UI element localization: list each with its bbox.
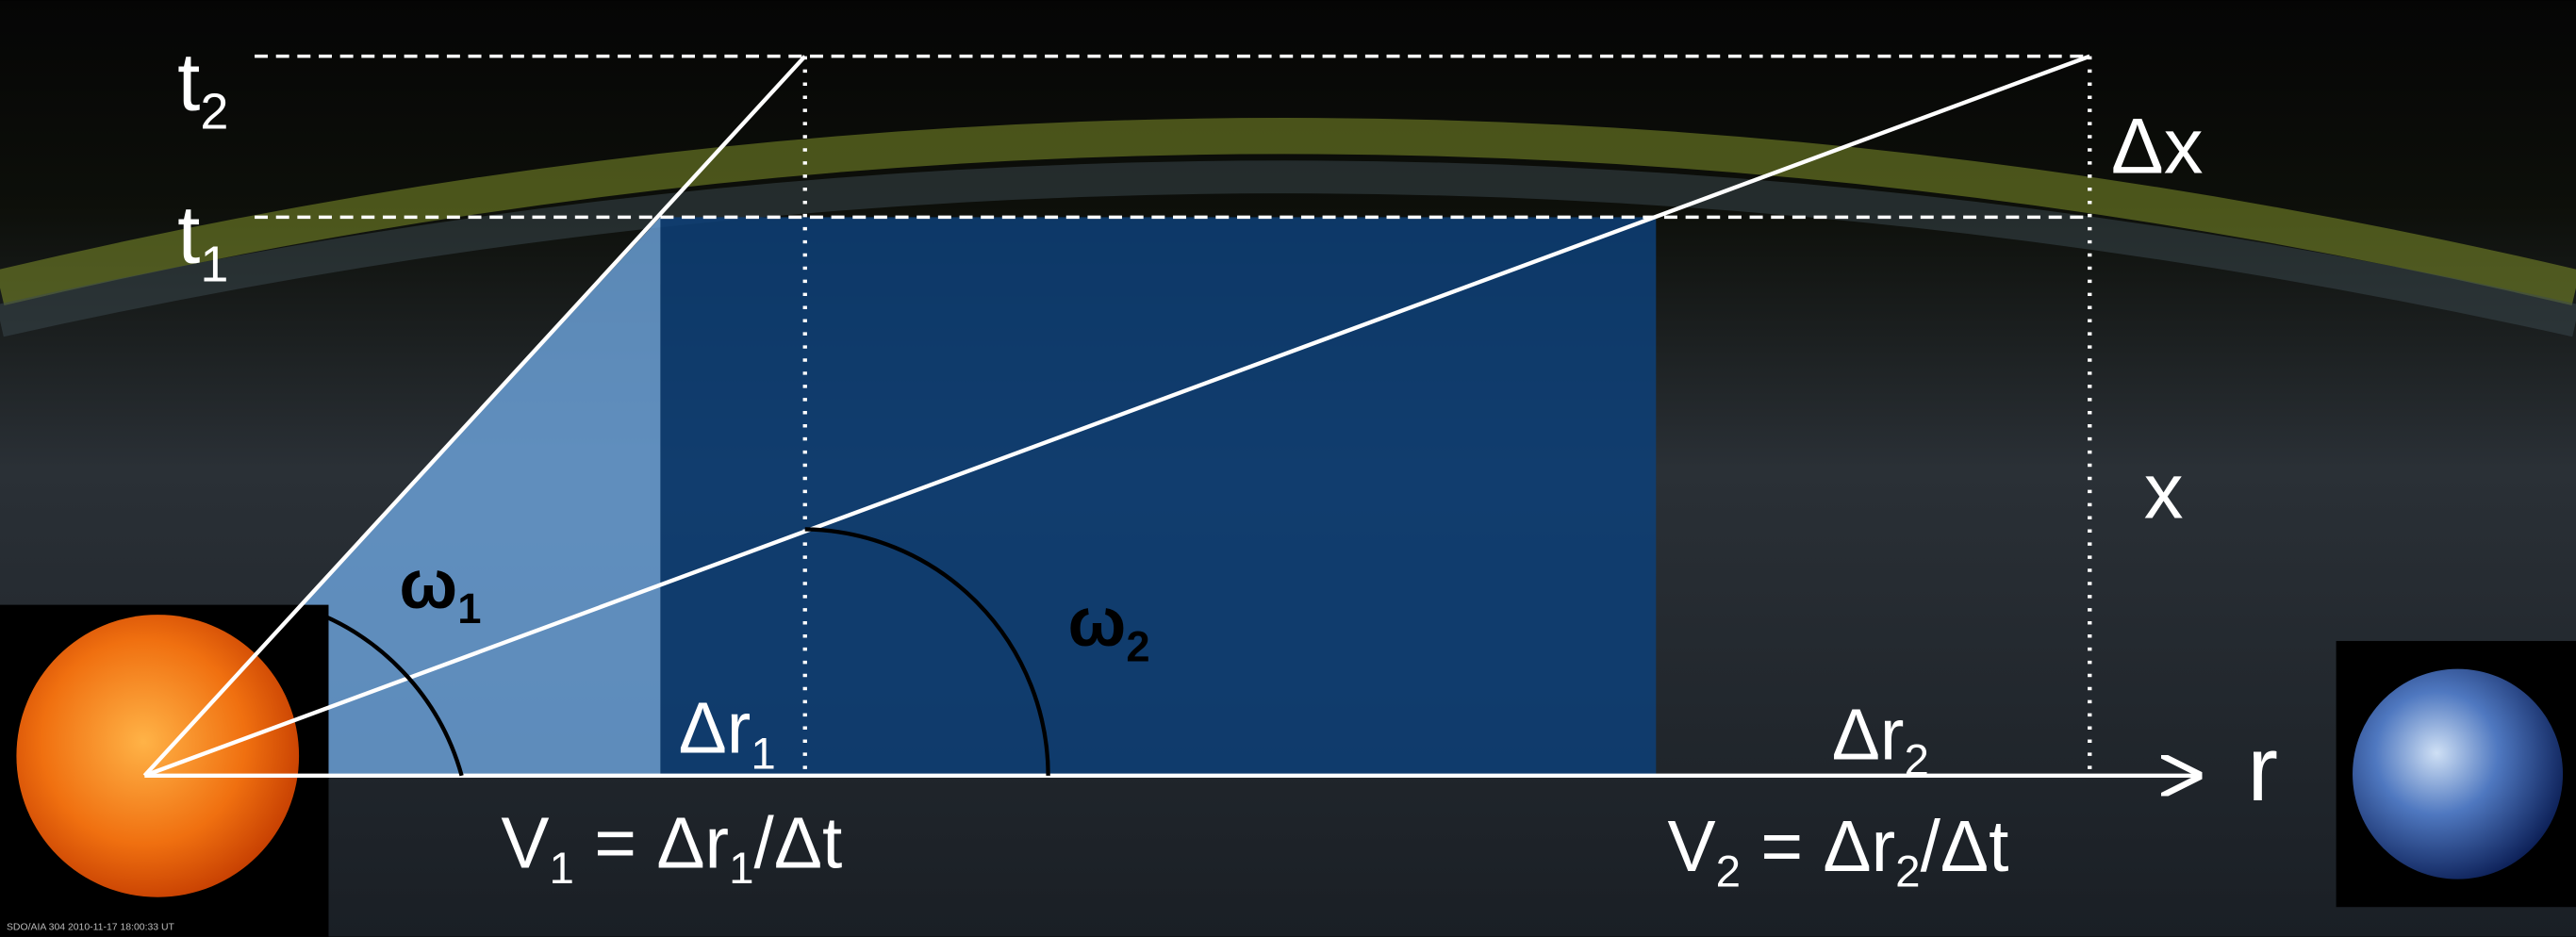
subscript: 2 bbox=[200, 83, 228, 140]
label-text: ω bbox=[1068, 584, 1127, 661]
label-text: V bbox=[1667, 807, 1715, 887]
sun bbox=[16, 615, 299, 897]
label-text: Δr bbox=[679, 688, 751, 768]
label-text: = Δr bbox=[1741, 807, 1895, 887]
label-text: V bbox=[501, 803, 549, 883]
label-x: x bbox=[2144, 446, 2184, 534]
subscript: 2 bbox=[1126, 622, 1149, 670]
subscript: 1 bbox=[200, 236, 228, 292]
label-text: /Δt bbox=[1921, 807, 2009, 887]
label-text: /Δt bbox=[754, 803, 843, 883]
label-text: t bbox=[177, 37, 200, 128]
label-text: = Δr bbox=[574, 803, 729, 883]
label-text: ω bbox=[399, 546, 457, 623]
subscript: 1 bbox=[729, 844, 753, 894]
label-text: Δx bbox=[2111, 101, 2204, 189]
label-delta-x: Δx bbox=[2111, 101, 2204, 189]
label-r: r bbox=[2248, 717, 2279, 820]
subscript: 1 bbox=[550, 844, 574, 894]
subscript: 2 bbox=[1895, 847, 1920, 897]
subscript: 1 bbox=[751, 729, 775, 779]
diagram: SDO/AIA 304 2010-11-17 18:00:33 UT t2t1Δ… bbox=[0, 0, 2576, 937]
sun-caption: SDO/AIA 304 2010-11-17 18:00:33 UT bbox=[7, 923, 175, 933]
region-2 bbox=[660, 217, 1656, 775]
subscript: 2 bbox=[1904, 735, 1928, 785]
label-text: x bbox=[2144, 446, 2184, 534]
earth bbox=[2353, 669, 2563, 879]
label-text: t bbox=[177, 189, 200, 281]
label-text: r bbox=[2248, 717, 2279, 820]
subscript: 1 bbox=[457, 584, 481, 633]
subscript: 2 bbox=[1716, 847, 1741, 897]
label-text: Δr bbox=[1832, 695, 1905, 775]
